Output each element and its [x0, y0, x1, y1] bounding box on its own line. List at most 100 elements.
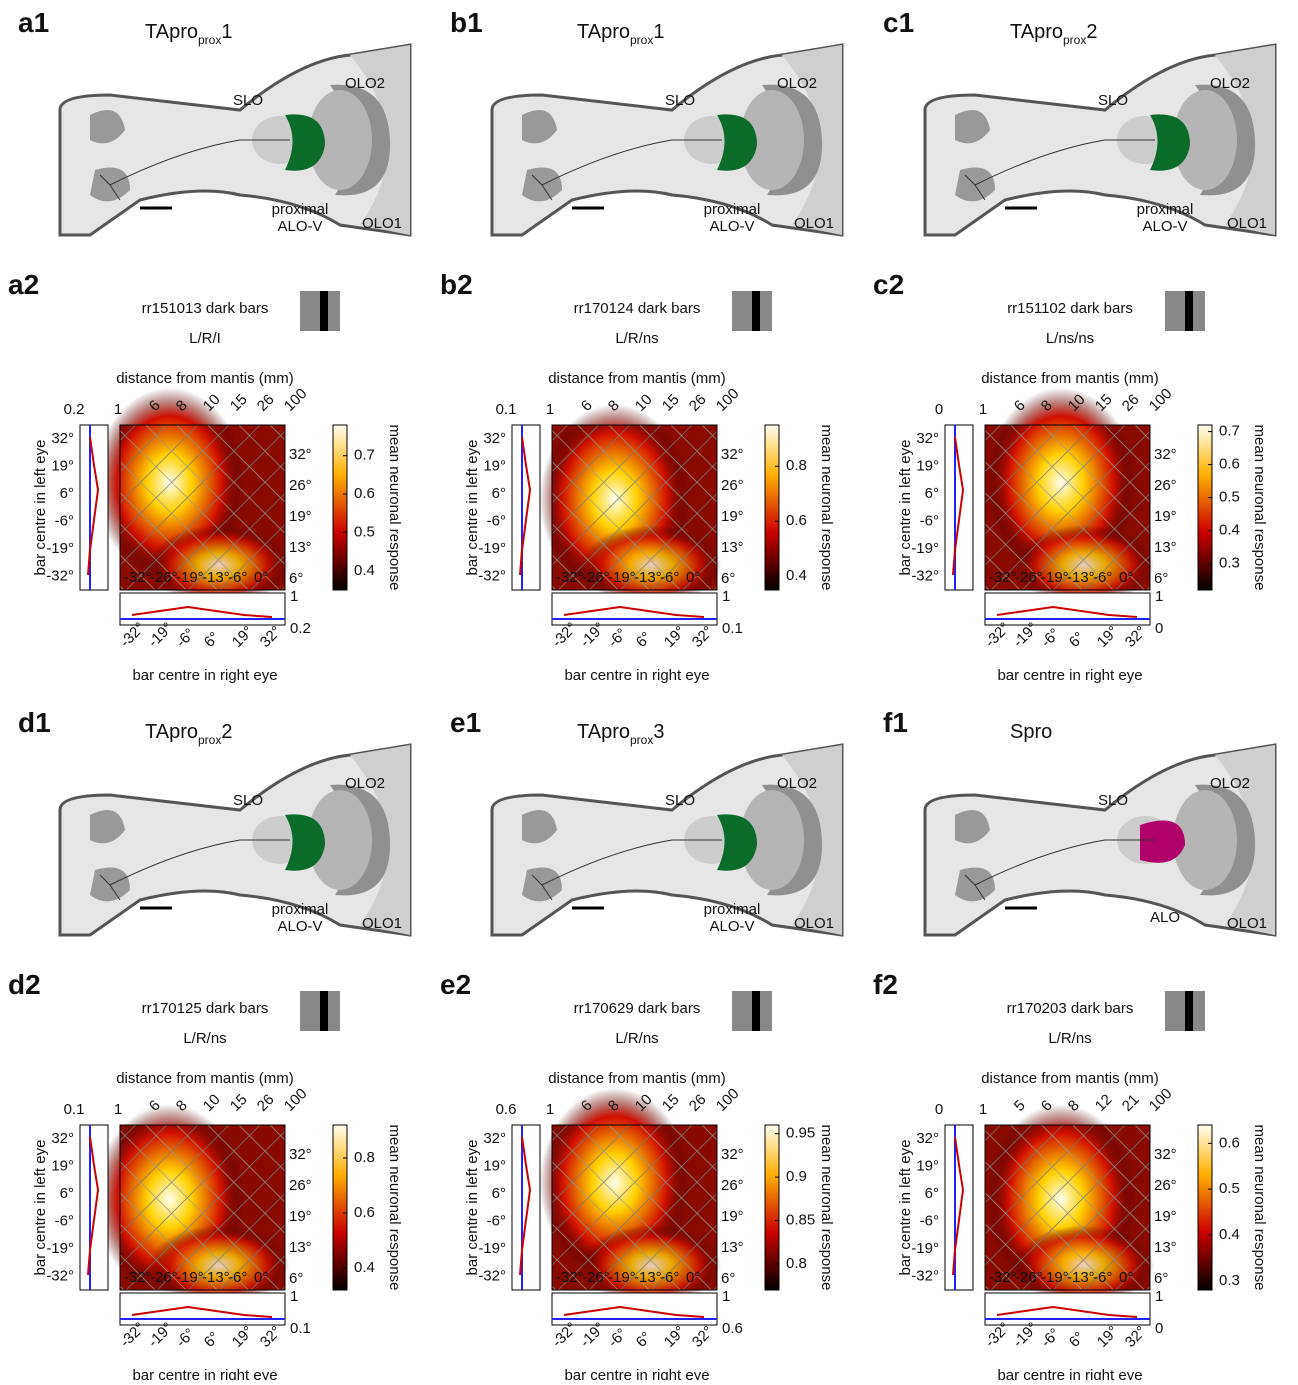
lobe — [1215, 745, 1275, 935]
y-tick-label: -6° — [55, 512, 74, 529]
lobe — [1215, 45, 1275, 235]
y-axis-label: bar centre in left eye — [897, 440, 914, 576]
x-tick-label: 32° — [1122, 1323, 1150, 1351]
distance-tick: 26 — [686, 1091, 710, 1115]
glomeruli — [955, 110, 995, 202]
panel-label: c1 — [883, 7, 914, 38]
mean-trace — [996, 1305, 1138, 1318]
neuron — [964, 839, 1155, 901]
y-tick-label: -32° — [46, 1267, 74, 1284]
x-tick-label: 19° — [1094, 623, 1122, 651]
right-tick-label: 32° — [1154, 1146, 1177, 1163]
colorbar-tick-label: 0.4 — [1219, 522, 1240, 539]
region-label: ALO — [1150, 909, 1180, 926]
colorbar-tick-label: 0.7 — [1219, 423, 1240, 440]
y-tick-label: -6° — [487, 1212, 506, 1229]
y-tick-label: 19° — [483, 457, 506, 474]
colorbar-label: mean neuronal response — [818, 425, 835, 591]
bottom-mini-tick: 0.1 — [290, 1320, 311, 1337]
left-mini-tick: 0.1 — [64, 1101, 85, 1118]
distance-tick: 26 — [254, 391, 278, 415]
plot-title: rr170124 dark bars — [574, 300, 701, 317]
right-tick-label: 6° — [289, 570, 303, 587]
inner-tick-label: -32° — [989, 1269, 1017, 1286]
bottom-mini-tick: 1 — [722, 588, 730, 605]
y-tick-label: -6° — [920, 1212, 939, 1229]
region-label: SLO — [233, 792, 263, 809]
panel-label: f2 — [873, 969, 898, 1000]
mean-trace — [563, 1305, 705, 1318]
y-tick-label: -19° — [478, 540, 506, 557]
colorbar-tick-label: 0.9 — [786, 1168, 807, 1185]
left-mini-frame — [944, 424, 974, 591]
bottom-mini-tick: 0.2 — [290, 620, 311, 637]
region-label: OLO1 — [1227, 215, 1267, 232]
colorbar-tick-label: 0.6 — [354, 1204, 375, 1221]
x-axis-label: bar centre in right eye — [997, 667, 1142, 684]
title-sub: prox — [630, 33, 653, 47]
x-tick-label: -6° — [173, 1325, 199, 1351]
x-tick-label: 19° — [229, 1323, 257, 1351]
bottom-mini-tick: 1 — [1155, 588, 1163, 605]
heatmap-frame — [984, 424, 1151, 591]
distance-tick: 100 — [1146, 1085, 1176, 1115]
panel-title: Spro — [1010, 721, 1052, 743]
left-mini-tick: 0.2 — [64, 401, 85, 418]
panel-title: TAproprox1 — [577, 21, 664, 47]
plot-subtitle: L/R/I — [189, 330, 221, 347]
y-axis-label: bar centre in left eye — [897, 1140, 914, 1276]
distance-axis-label: distance from mantis (mm) — [548, 370, 726, 387]
y-tick-label: -6° — [55, 1212, 74, 1229]
left-mini-tick: 1 — [546, 401, 554, 418]
y-tick-label: 6° — [925, 485, 939, 502]
region-label: OLO2 — [345, 775, 385, 792]
y-tick-label: 32° — [916, 1130, 939, 1147]
distance-tick: 15 — [227, 391, 251, 415]
plot-subtitle: L/R/ns — [1048, 1030, 1091, 1047]
plot-subtitle: L/R/ns — [615, 330, 658, 347]
distance-tick: 10 — [200, 1091, 224, 1115]
brain-outline — [923, 743, 1277, 937]
right-tick-label: 13° — [721, 1239, 744, 1256]
neuron — [531, 839, 722, 901]
inner-tick-label: -26° — [582, 569, 610, 586]
hatch — [985, 1125, 1150, 1290]
inner-tick-label: 0° — [254, 1269, 268, 1286]
distance-axis-label: distance from mantis (mm) — [548, 1070, 726, 1087]
hatch — [552, 1125, 717, 1290]
y-tick-label: -32° — [911, 1267, 939, 1284]
title-sub: prox — [1063, 33, 1086, 47]
region-label: OLO1 — [1227, 915, 1267, 932]
x-tick-label: -6° — [173, 625, 199, 651]
neuron — [964, 139, 1155, 201]
olo1 — [308, 90, 372, 190]
distance-tick: 15 — [227, 1091, 251, 1115]
bottom-mini-tick: 1 — [290, 1288, 298, 1305]
alo — [717, 114, 757, 171]
right-tick-label: 13° — [289, 1239, 312, 1256]
brain-outline — [923, 43, 1277, 237]
region-label: OLO2 — [1210, 775, 1250, 792]
x-tick-label: 6° — [1066, 1329, 1088, 1351]
plot-title: rr151013 dark bars — [142, 300, 269, 317]
region-label: proximal — [272, 901, 329, 918]
title-suffix: 3 — [653, 721, 664, 743]
x-tick-label: 6° — [201, 1329, 223, 1351]
alo — [1140, 820, 1185, 863]
distance-axis-label: distance from mantis (mm) — [116, 1070, 294, 1087]
heatmap-frame — [551, 1124, 718, 1291]
region-label: ALO-V — [709, 218, 754, 235]
colorbar-tick-label: 0.4 — [354, 562, 375, 579]
inner-tick-label: -19° — [608, 1269, 636, 1286]
right-tick-label: 32° — [289, 446, 312, 463]
brain-outline — [490, 743, 844, 937]
olo1 — [740, 790, 804, 890]
olo1 — [740, 90, 804, 190]
left-mini-tick: 1 — [114, 1101, 122, 1118]
panel-label: e1 — [450, 707, 481, 738]
right-tick-label: 13° — [1154, 539, 1177, 556]
